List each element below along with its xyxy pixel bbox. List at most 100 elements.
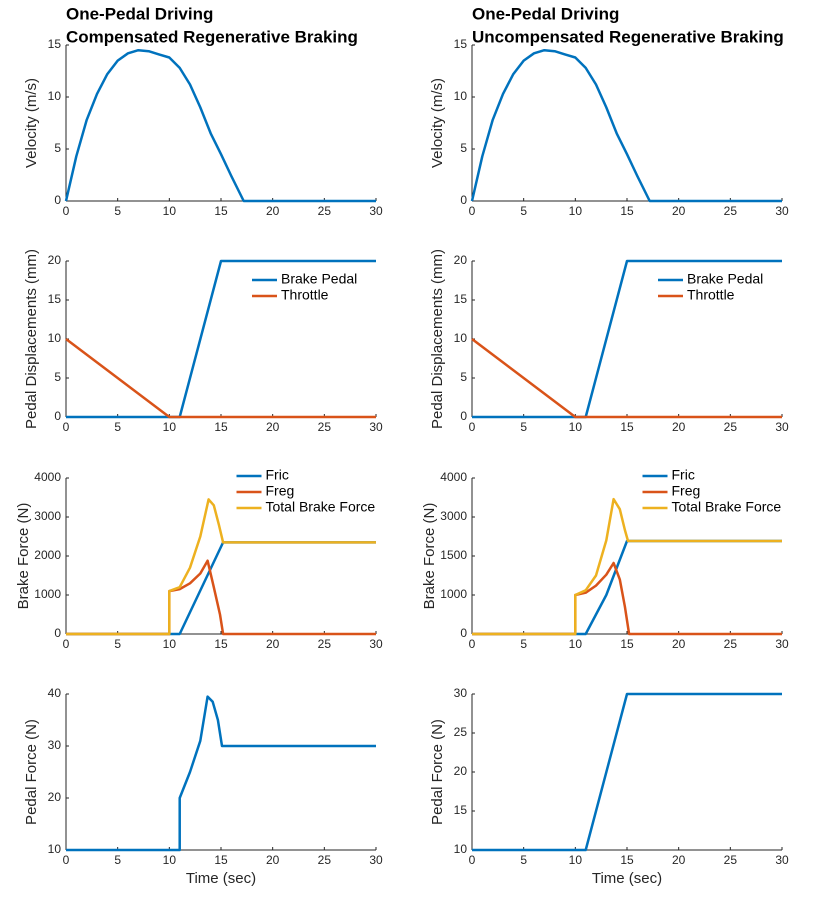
x-tick-label: 15 (620, 204, 634, 218)
y-tick-label: 15 (48, 292, 62, 306)
x-axis-label: Time (sec) (592, 870, 662, 887)
x-tick-label: 10 (163, 853, 177, 867)
y-tick-label: 5 (460, 370, 467, 384)
chart-title: One-Pedal Driving (472, 4, 619, 23)
x-tick-label: 25 (724, 853, 738, 867)
x-tick-label: 20 (266, 420, 280, 434)
x-tick-label: 0 (63, 853, 70, 867)
y-tick-label: 10 (48, 842, 62, 856)
y-axis-label: Pedal Displacements (mm) (23, 249, 40, 429)
x-tick-label: 15 (214, 420, 228, 434)
y-tick-label: 15 (454, 37, 468, 51)
x-tick-label: 25 (318, 420, 332, 434)
y-tick-label: 1500 (440, 548, 467, 562)
y-axis-label: Pedal Force (N) (429, 719, 446, 825)
x-tick-label: 30 (369, 204, 383, 218)
x-tick-label: 10 (569, 853, 583, 867)
x-tick-label: 5 (114, 853, 121, 867)
x-tick-label: 0 (469, 637, 476, 651)
legend-label: Freg (672, 483, 701, 499)
y-tick-label: 0 (460, 193, 467, 207)
y-tick-label: 30 (48, 738, 62, 752)
y-tick-label: 20 (454, 764, 468, 778)
y-tick-label: 5 (54, 370, 61, 384)
y-tick-label: 15 (454, 803, 468, 817)
x-tick-label: 20 (672, 637, 686, 651)
line (472, 561, 782, 636)
y-axis-label: Velocity (m/s) (23, 78, 40, 168)
x-tick-label: 5 (114, 420, 121, 434)
x-tick-label: 15 (620, 853, 634, 867)
legend-label: Throttle (687, 287, 735, 303)
x-tick-label: 20 (672, 420, 686, 434)
x-tick-label: 25 (318, 853, 332, 867)
x-tick-label: 5 (520, 204, 527, 218)
x-tick-label: 25 (724, 637, 738, 651)
y-tick-label: 4000 (34, 470, 61, 484)
x-axis-label: Time (sec) (186, 870, 256, 887)
x-tick-label: 20 (266, 853, 280, 867)
y-tick-label: 15 (454, 292, 468, 306)
y-tick-label: 10 (48, 89, 62, 103)
y-tick-label: 10 (48, 331, 62, 345)
y-tick-label: 4000 (440, 470, 467, 484)
x-tick-label: 30 (775, 637, 789, 651)
line (66, 559, 376, 636)
line (66, 695, 376, 852)
line (470, 48, 782, 203)
x-tick-label: 25 (318, 637, 332, 651)
legend-label: Brake Pedal (281, 271, 357, 287)
legend-label: Fric (266, 467, 289, 483)
y-tick-label: 0 (54, 409, 61, 423)
x-tick-label: 30 (775, 853, 789, 867)
y-axis-label: Brake Force (N) (421, 503, 438, 610)
y-tick-label: 10 (454, 842, 468, 856)
legend-label: Brake Pedal (687, 271, 763, 287)
x-tick-label: 10 (569, 204, 583, 218)
x-tick-label: 25 (318, 204, 332, 218)
x-tick-label: 30 (369, 420, 383, 434)
line (66, 498, 376, 636)
y-axis-label: Velocity (m/s) (429, 78, 446, 168)
y-tick-label: 1000 (34, 587, 61, 601)
chart-title: One-Pedal Driving (66, 4, 213, 23)
x-tick-label: 10 (163, 637, 177, 651)
x-tick-label: 20 (672, 853, 686, 867)
x-tick-label: 30 (369, 637, 383, 651)
x-tick-label: 25 (724, 204, 738, 218)
x-tick-label: 0 (469, 420, 476, 434)
y-tick-label: 40 (48, 686, 62, 700)
x-tick-label: 5 (114, 204, 121, 218)
y-tick-label: 2000 (34, 548, 61, 562)
x-tick-label: 0 (63, 637, 70, 651)
line (65, 338, 376, 419)
x-tick-label: 15 (214, 637, 228, 651)
x-tick-label: 0 (63, 204, 70, 218)
x-tick-label: 0 (63, 420, 70, 434)
x-tick-label: 20 (266, 204, 280, 218)
y-tick-label: 20 (454, 253, 468, 267)
y-tick-label: 0 (54, 193, 61, 207)
x-tick-label: 25 (724, 420, 738, 434)
x-tick-label: 5 (520, 853, 527, 867)
y-tick-label: 5 (54, 141, 61, 155)
y-tick-label: 10 (454, 331, 468, 345)
line (471, 338, 782, 419)
y-tick-label: 15 (48, 37, 62, 51)
y-tick-label: 20 (48, 790, 62, 804)
chart-title: Uncompensated Regenerative Braking (472, 27, 784, 46)
y-tick-label: 1000 (440, 587, 467, 601)
x-tick-label: 10 (569, 420, 583, 434)
x-tick-label: 5 (114, 637, 121, 651)
y-tick-label: 10 (454, 89, 468, 103)
y-tick-label: 3000 (34, 509, 61, 523)
line (64, 48, 376, 203)
x-tick-label: 20 (672, 204, 686, 218)
x-tick-label: 30 (775, 420, 789, 434)
y-tick-label: 3000 (440, 509, 467, 523)
y-tick-label: 0 (54, 626, 61, 640)
x-tick-label: 15 (214, 853, 228, 867)
x-tick-label: 30 (369, 853, 383, 867)
line (66, 259, 376, 419)
